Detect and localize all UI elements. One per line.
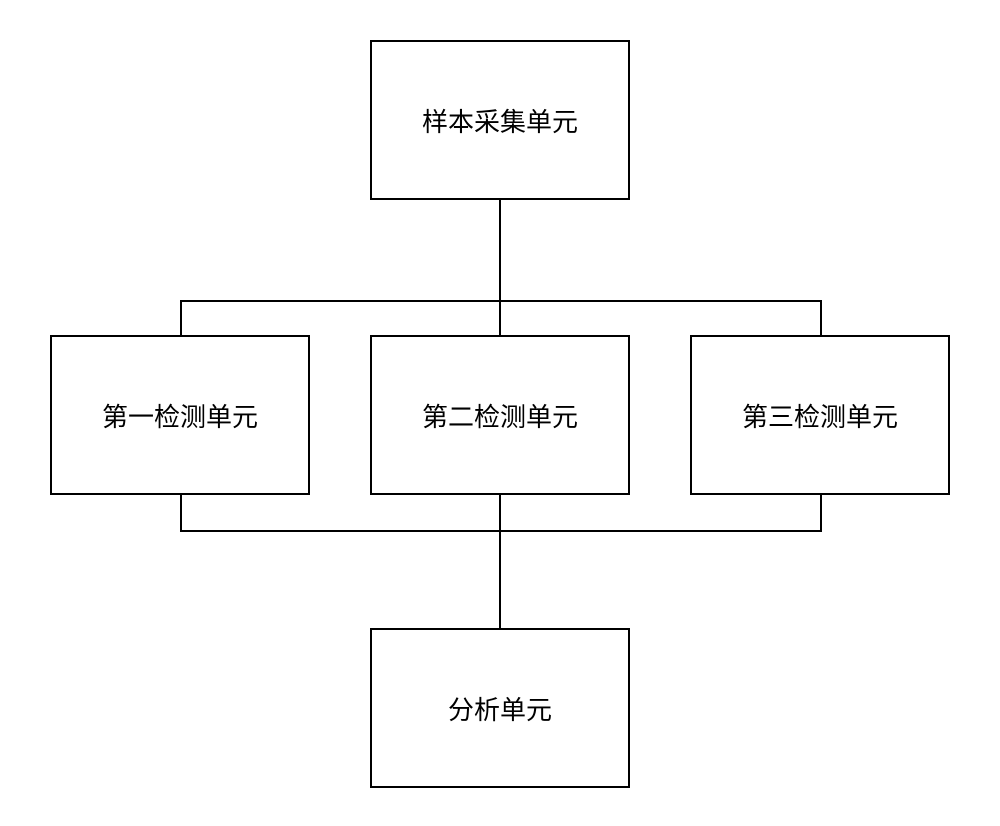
node-sample-collection: 样本采集单元	[370, 40, 630, 200]
connector-line	[820, 495, 822, 530]
node-label: 分析单元	[448, 690, 552, 727]
connector-line	[820, 300, 822, 335]
connector-line	[180, 300, 822, 302]
node-label: 第三检测单元	[742, 397, 898, 434]
connector-line	[499, 530, 501, 628]
node-detection-1: 第一检测单元	[50, 335, 310, 495]
connector-line	[180, 495, 182, 530]
connector-line	[180, 300, 182, 335]
connector-line	[180, 530, 822, 532]
node-label: 第二检测单元	[422, 397, 578, 434]
connector-line	[499, 300, 501, 335]
node-detection-2: 第二检测单元	[370, 335, 630, 495]
node-analysis: 分析单元	[370, 628, 630, 788]
connector-line	[499, 200, 501, 300]
node-detection-3: 第三检测单元	[690, 335, 950, 495]
node-label: 第一检测单元	[102, 397, 258, 434]
connector-line	[499, 495, 501, 530]
node-label: 样本采集单元	[422, 102, 578, 139]
